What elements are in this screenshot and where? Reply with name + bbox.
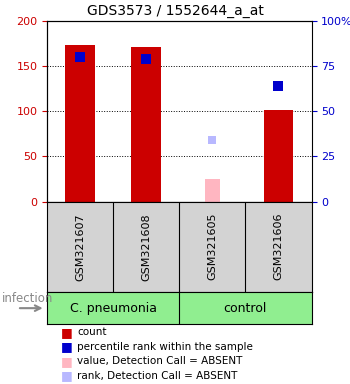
Text: count: count xyxy=(77,327,106,337)
Text: GSM321606: GSM321606 xyxy=(273,213,284,280)
Text: ■: ■ xyxy=(61,326,73,339)
Text: ■: ■ xyxy=(61,340,73,353)
Text: C. pneumonia: C. pneumonia xyxy=(70,302,157,314)
Text: GDS3573 / 1552644_a_at: GDS3573 / 1552644_a_at xyxy=(86,4,264,18)
Text: control: control xyxy=(224,302,267,314)
Text: percentile rank within the sample: percentile rank within the sample xyxy=(77,342,253,352)
Text: rank, Detection Call = ABSENT: rank, Detection Call = ABSENT xyxy=(77,371,237,381)
Bar xyxy=(205,179,220,202)
Text: ■: ■ xyxy=(61,355,73,368)
Text: infection: infection xyxy=(2,292,53,305)
Text: value, Detection Call = ABSENT: value, Detection Call = ABSENT xyxy=(77,356,242,366)
Text: GSM321608: GSM321608 xyxy=(141,213,151,281)
Bar xyxy=(132,47,161,202)
Text: GSM321607: GSM321607 xyxy=(75,213,85,281)
Bar xyxy=(264,111,293,202)
Text: ■: ■ xyxy=(61,369,73,382)
Text: GSM321605: GSM321605 xyxy=(208,213,217,280)
Bar xyxy=(65,45,95,202)
